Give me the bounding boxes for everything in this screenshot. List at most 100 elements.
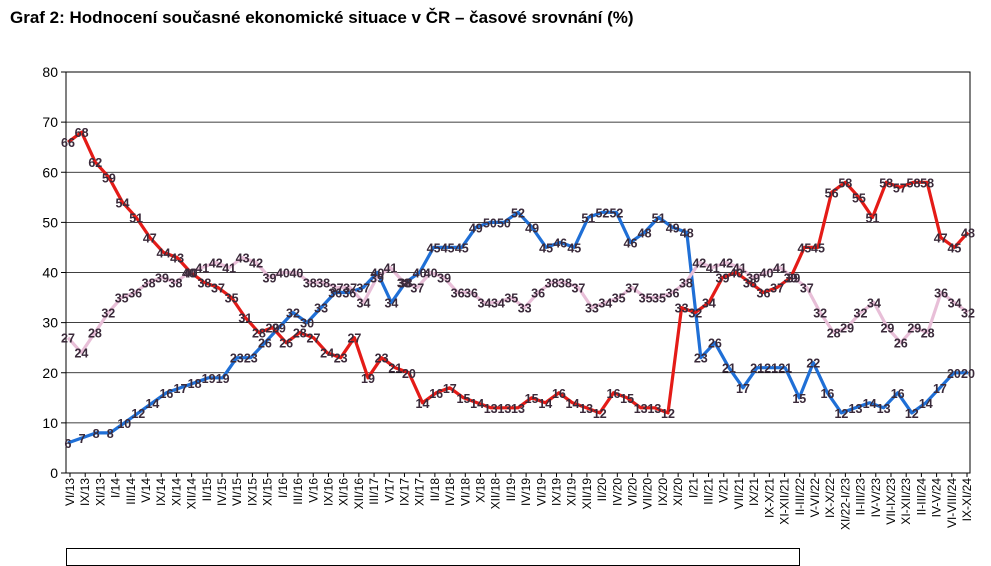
data-label: 40 (276, 267, 290, 281)
data-label: 40 (760, 267, 774, 281)
x-tick-label: IV-V/23 (869, 478, 883, 518)
data-label: 35 (612, 292, 626, 306)
data-label: 15 (620, 392, 634, 406)
data-label: 66 (61, 136, 75, 150)
data-label: 38 (316, 277, 330, 291)
data-label: 37 (571, 282, 585, 296)
data-label: 13 (647, 402, 661, 416)
data-label: 6 (65, 437, 72, 451)
data-label: 38 (679, 277, 693, 291)
data-label: 34 (598, 297, 612, 311)
data-label: 23 (230, 352, 244, 366)
x-tick-label: XI/17 (413, 478, 427, 506)
data-label: 49 (525, 221, 539, 235)
data-label: 45 (947, 241, 961, 255)
data-label: 14 (919, 397, 933, 411)
data-label: 12 (661, 407, 675, 421)
data-label: 44 (157, 246, 171, 260)
x-tick-label: XI/15 (261, 478, 275, 506)
data-label: 41 (222, 262, 236, 276)
data-label: 36 (666, 287, 680, 301)
x-tick-label: IV/20 (610, 478, 624, 506)
data-label: 20 (947, 367, 961, 381)
data-label: 15 (792, 392, 806, 406)
data-label: 40 (289, 267, 303, 281)
data-label: 45 (567, 241, 581, 255)
data-label: 38 (197, 277, 211, 291)
chart-title: Graf 2: Hodnocení současné ekonomické si… (10, 8, 634, 27)
data-label: 32 (813, 307, 827, 321)
data-label: 42 (209, 257, 223, 271)
data-label: 39 (786, 272, 800, 286)
x-tick-label: IV/15 (215, 478, 229, 506)
data-label: 24 (74, 347, 88, 361)
x-tick-label: IX-XI/24 (960, 478, 974, 522)
data-label: 39 (263, 272, 277, 286)
data-label: 22 (806, 357, 820, 371)
data-label: 34 (702, 297, 716, 311)
data-label: 33 (518, 302, 532, 316)
x-tick-label: II/18 (428, 478, 442, 502)
y-tick-label: 40 (42, 265, 58, 281)
x-tick-label: IX/13 (78, 478, 92, 506)
data-label: 52 (595, 206, 609, 220)
data-label: 32 (101, 307, 115, 321)
data-label: 13 (497, 402, 511, 416)
x-tick-label: VI/15 (230, 478, 244, 506)
x-tick-label: XI-XII/21 (778, 478, 792, 525)
data-label: 41 (383, 262, 397, 276)
data-label: 49 (469, 221, 483, 235)
x-tick-label: II-III/24 (914, 478, 928, 516)
series-line-3 (66, 255, 969, 355)
x-tick-label: IX/20 (656, 478, 670, 506)
x-tick-label: I/16 (276, 478, 290, 498)
data-label: 12 (131, 407, 145, 421)
data-label: 14 (863, 397, 877, 411)
x-tick-label: V/21 (717, 478, 731, 503)
data-label: 30 (300, 317, 314, 331)
x-tick-label: XI/14 (169, 478, 183, 506)
data-label: 8 (93, 427, 100, 441)
data-label: 29 (907, 322, 921, 336)
data-label: 39 (155, 272, 169, 286)
data-label: 58 (879, 176, 893, 190)
data-label: 7 (79, 432, 86, 446)
x-tick-label: III/21 (702, 478, 716, 505)
x-tick-label: IX/16 (321, 478, 335, 506)
x-tick-label: II-III/23 (854, 478, 868, 516)
data-label: 58 (920, 176, 934, 190)
data-label: 36 (328, 287, 342, 301)
data-label: 32 (286, 307, 300, 321)
x-tick-label: XI/16 (337, 478, 351, 506)
data-label: 16 (891, 387, 905, 401)
data-label: 34 (384, 297, 398, 311)
data-label: 16 (429, 387, 443, 401)
x-tick-label: XI/13 (93, 478, 107, 506)
data-label: 13 (579, 402, 593, 416)
x-axis: VI/13 IX/13 XI/13 I/14 III/14 V/14 IX/14 XI/14 X… (63, 473, 974, 530)
data-label: 14 (566, 397, 580, 411)
data-label: 45 (811, 241, 825, 255)
data-label: 39 (746, 272, 760, 286)
data-label: 58 (907, 176, 921, 190)
data-label: 35 (115, 292, 129, 306)
data-label: 10 (117, 417, 131, 431)
data-label: 12 (593, 407, 607, 421)
data-label: 13 (634, 402, 648, 416)
data-label: 21 (388, 362, 402, 376)
data-label: 36 (128, 287, 142, 301)
data-label: 13 (849, 402, 863, 416)
data-label: 48 (961, 226, 975, 240)
y-tick-label: 50 (42, 214, 58, 230)
data-label: 21 (764, 362, 778, 376)
data-label: 12 (834, 407, 848, 421)
x-tick-label: IX/17 (397, 478, 411, 506)
data-label: 46 (624, 236, 638, 250)
data-label: 28 (827, 327, 841, 341)
data-label: 40 (184, 267, 198, 281)
data-label: 50 (497, 216, 511, 230)
data-label: 36 (464, 287, 478, 301)
x-tick-label: XII/14 (185, 478, 199, 510)
data-label: 50 (483, 216, 497, 230)
